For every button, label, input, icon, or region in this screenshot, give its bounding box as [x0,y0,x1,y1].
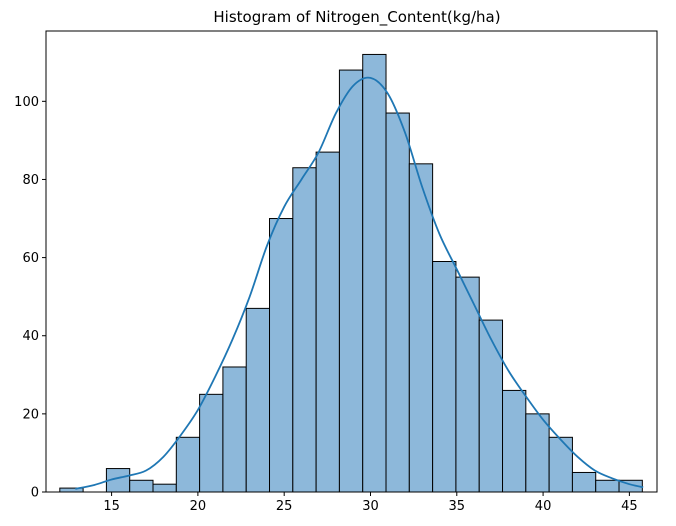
x-tick-label: 35 [449,499,466,514]
histogram-bar [315,151,340,493]
y-tick-label: 20 [22,407,39,422]
y-tick-label: 0 [31,486,39,501]
histogram-bar [548,436,573,493]
y-tick-label: 40 [22,329,39,344]
histogram-bar [502,389,527,493]
y-axis-ticks: 0 20 40 60 80 100 [14,95,46,501]
x-tick-label: 15 [103,499,120,514]
x-tick-label: 40 [535,499,552,514]
histogram-bar [338,69,364,493]
histogram-bar [245,307,271,493]
chart-title: Histogram of Nitrogen_Content(kg/ha) [213,8,500,27]
x-tick-label: 30 [362,499,379,514]
x-tick-label: 20 [190,499,207,514]
histogram-bar [408,163,434,493]
histogram-bar [432,261,457,493]
x-axis-ticks: 15 20 25 30 35 40 45 [103,492,638,514]
y-tick-label: 60 [22,251,39,266]
histogram-bar [385,112,410,493]
histogram-bar [362,53,387,493]
histogram-bar [152,483,177,493]
x-tick-label: 25 [276,499,293,514]
histogram-bar [292,167,317,493]
histogram-bar [269,218,294,493]
histogram-bar [129,479,154,493]
histogram-bar [525,413,550,493]
plot-frame [45,30,658,493]
histogram-bar [571,471,597,493]
histogram-bar [175,436,201,493]
y-tick-label: 100 [14,95,39,110]
histogram-bar [595,479,620,493]
histogram-bar [222,366,247,493]
kde-curve [75,76,644,490]
histogram-bar [478,319,504,493]
y-tick-label: 80 [22,173,39,188]
histogram-bar [199,393,224,493]
histogram-bars [59,53,643,493]
x-tick-label: 45 [621,499,638,514]
